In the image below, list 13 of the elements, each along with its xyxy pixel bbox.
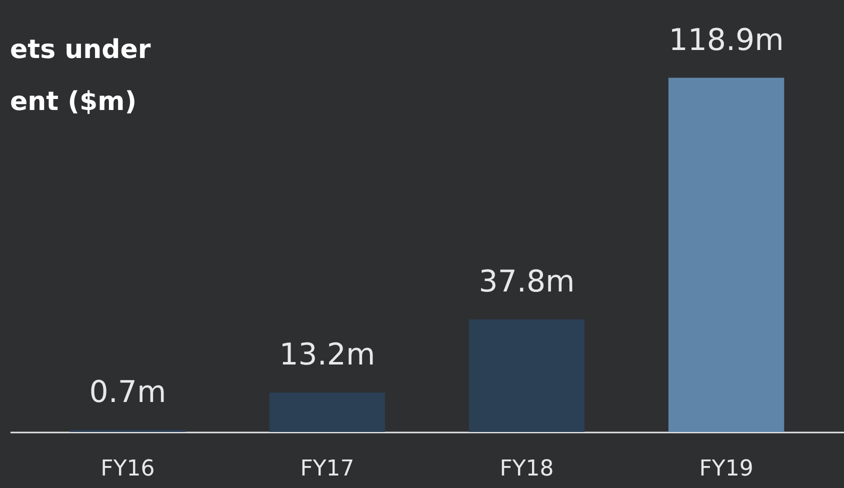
text: ets under	[10, 35, 151, 65]
x-tick-label: FY16	[100, 456, 155, 482]
data-label: 37.8m	[478, 264, 575, 300]
bar	[269, 392, 386, 432]
bar	[468, 319, 585, 432]
x-tick-label: FY17	[300, 456, 354, 482]
data-label: 13.2m	[279, 338, 376, 373]
data-label: 0.7m	[89, 374, 166, 410]
data-label: 118.9m	[668, 22, 784, 58]
x-tick-label: FY19	[699, 456, 754, 482]
bar	[668, 78, 784, 432]
x-tick-label: FY18	[500, 456, 554, 482]
text: ent ($m)	[10, 87, 137, 117]
